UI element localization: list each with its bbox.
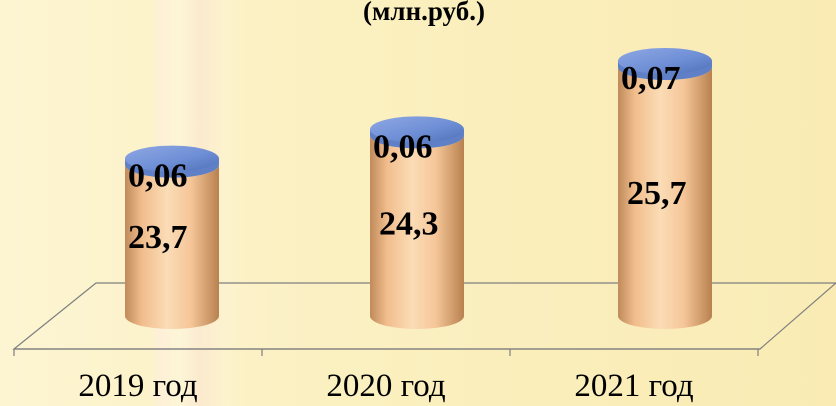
value-label-top-1: 0,06 bbox=[128, 158, 188, 195]
value-label-main-1: 23,7 bbox=[128, 219, 188, 256]
bar-top-cap-3 bbox=[618, 48, 712, 75]
x-axis: 2019 год 2020 год 2021 год bbox=[13, 348, 760, 404]
value-label-main-3: 25,7 bbox=[627, 175, 687, 212]
bar-top-cap-1 bbox=[125, 145, 219, 172]
value-label-top-2: 0,06 bbox=[373, 128, 433, 165]
bar-top-cap-2 bbox=[370, 116, 464, 143]
x-tick-label-3: 2021 год bbox=[574, 368, 694, 404]
bar-main-3 bbox=[618, 67, 712, 330]
value-label-group: 0,06 23,7 0,06 24,3 0,07 25,7 bbox=[128, 60, 687, 256]
value-label-top-3: 0,07 bbox=[621, 60, 681, 97]
bar-main-2 bbox=[370, 135, 464, 329]
bar-main-1 bbox=[125, 164, 219, 329]
x-tick-label-1: 2019 год bbox=[78, 368, 198, 404]
bar-group bbox=[125, 48, 712, 330]
chart-title: (млн.руб.) bbox=[363, 0, 485, 26]
value-label-main-2: 24,3 bbox=[379, 206, 439, 243]
x-tick-label-2: 2020 год bbox=[326, 368, 446, 404]
